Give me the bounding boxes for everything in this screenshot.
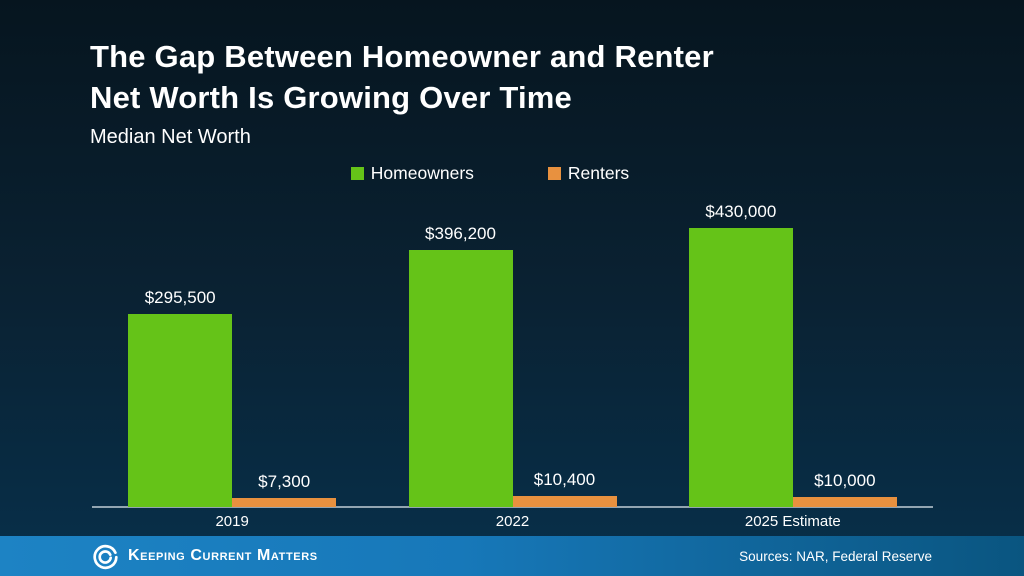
x-axis-label: 2022: [495, 513, 530, 530]
brand-name: Keeping Current Matters: [128, 547, 318, 564]
x-axis-label: 2019: [215, 513, 249, 530]
legend: Homeowners Renters: [0, 163, 1002, 184]
chart-subtitle: Median Net Worth: [90, 126, 251, 148]
footer-bar: Keeping Current Matters Sources: NAR, Fe…: [0, 536, 1024, 576]
bar-renters-2025-estimate: [792, 497, 897, 507]
bar-homeowners-2022: [408, 250, 513, 507]
sources-text: Sources: NAR, Federal Reserve: [739, 548, 932, 564]
legend-label-renters: Renters: [567, 163, 630, 183]
bar-renters-2019: [232, 498, 337, 507]
bar-value-label: $10,400: [533, 470, 596, 489]
bar-value-label: $430,000: [705, 202, 777, 221]
homeowners-swatch-icon: [350, 167, 364, 180]
bar-homeowners-2019: [128, 314, 233, 507]
brand: Keeping Current Matters: [0, 543, 318, 570]
bar-value-label: $10,000: [814, 471, 876, 490]
legend-item-renters: Renters: [547, 163, 630, 184]
legend-label-homeowners: Homeowners: [370, 163, 474, 183]
x-axis-label: 2025 Estimate: [744, 513, 841, 530]
bar-value-label: $396,200: [425, 224, 496, 243]
bar-value-label: $7,300: [258, 472, 311, 491]
x-axis-line: [92, 506, 933, 508]
bar-value-label: $295,500: [144, 288, 216, 307]
legend-item-homeowners: Homeowners: [350, 163, 474, 184]
kcm-logo-icon: [93, 544, 118, 569]
chart-title: The Gap Between Homeowner and Renter Net…: [90, 39, 714, 115]
bar-renters-2022: [512, 496, 617, 507]
bar-homeowners-2025-estimate: [688, 228, 793, 507]
bar-chart: $295,500 $7,300 2019 $396,200 $10,400 2022 $43…: [92, 200, 933, 530]
renters-swatch-icon: [547, 167, 561, 180]
